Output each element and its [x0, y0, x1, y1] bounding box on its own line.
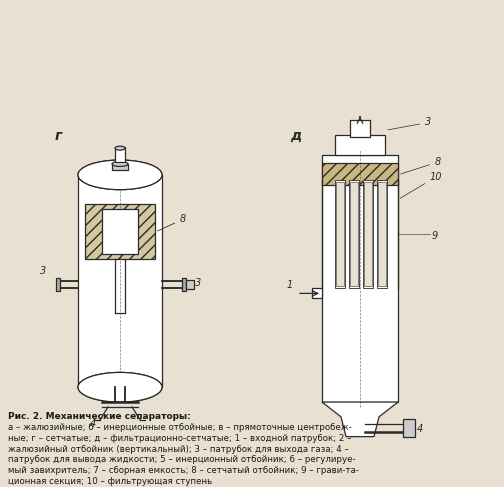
Text: а – жалюзийные; б – инерционные отбойные; в – прямоточные центробеж-: а – жалюзийные; б – инерционные отбойные… [8, 423, 352, 432]
Text: 4: 4 [90, 419, 96, 429]
Text: патрубок для вывода жидкости; 5 – инерционный отбойник; 6 – регулируе-: патрубок для вывода жидкости; 5 – инерци… [8, 455, 356, 465]
FancyBboxPatch shape [335, 135, 385, 155]
FancyBboxPatch shape [102, 209, 138, 254]
Text: 4: 4 [417, 424, 423, 434]
Text: 3: 3 [40, 265, 46, 276]
FancyBboxPatch shape [349, 180, 359, 288]
Ellipse shape [115, 146, 125, 150]
FancyBboxPatch shape [112, 164, 128, 170]
FancyBboxPatch shape [403, 419, 415, 437]
Text: 9: 9 [432, 231, 438, 241]
FancyBboxPatch shape [335, 180, 345, 288]
FancyBboxPatch shape [378, 182, 386, 286]
Ellipse shape [78, 373, 162, 402]
FancyBboxPatch shape [350, 119, 370, 137]
FancyBboxPatch shape [364, 182, 372, 286]
Text: жалюзийный отбойник (вертикальный); 3 – патрубок для выхода газа; 4 –: жалюзийный отбойник (вертикальный); 3 – … [8, 445, 349, 453]
Text: Рис. 2. Механические сепараторы:: Рис. 2. Механические сепараторы: [8, 412, 191, 421]
FancyBboxPatch shape [115, 147, 125, 162]
FancyBboxPatch shape [56, 278, 60, 291]
Text: 1: 1 [287, 281, 293, 290]
Text: 3: 3 [388, 117, 431, 130]
Text: 8: 8 [158, 214, 186, 231]
Ellipse shape [112, 162, 128, 167]
Polygon shape [322, 402, 398, 437]
Ellipse shape [78, 160, 162, 189]
FancyBboxPatch shape [85, 205, 155, 259]
Text: г: г [55, 129, 62, 143]
FancyBboxPatch shape [78, 175, 162, 387]
FancyBboxPatch shape [350, 182, 358, 286]
Ellipse shape [78, 160, 162, 189]
FancyBboxPatch shape [182, 278, 186, 291]
Ellipse shape [78, 373, 162, 402]
FancyBboxPatch shape [186, 280, 194, 289]
Text: ционная секция; 10 – фильтрующая ступень: ционная секция; 10 – фильтрующая ступень [8, 477, 212, 486]
Text: д: д [290, 129, 301, 143]
FancyBboxPatch shape [322, 163, 398, 185]
Text: 3: 3 [195, 279, 201, 288]
FancyBboxPatch shape [336, 182, 344, 286]
FancyBboxPatch shape [363, 180, 373, 288]
Text: 10: 10 [400, 172, 443, 198]
Text: мый завихритель; 7 – сборная емкость; 8 – сетчатый отбойник; 9 – грави-та-: мый завихритель; 7 – сборная емкость; 8 … [8, 466, 359, 475]
Text: 8: 8 [401, 157, 441, 174]
Text: ные; г – сетчатые; д – фильтрационно-сетчатые; 1 – входной патрубок; 2 –: ные; г – сетчатые; д – фильтрационно-сет… [8, 433, 351, 443]
FancyBboxPatch shape [377, 180, 387, 288]
FancyBboxPatch shape [312, 288, 322, 299]
FancyBboxPatch shape [322, 155, 398, 402]
